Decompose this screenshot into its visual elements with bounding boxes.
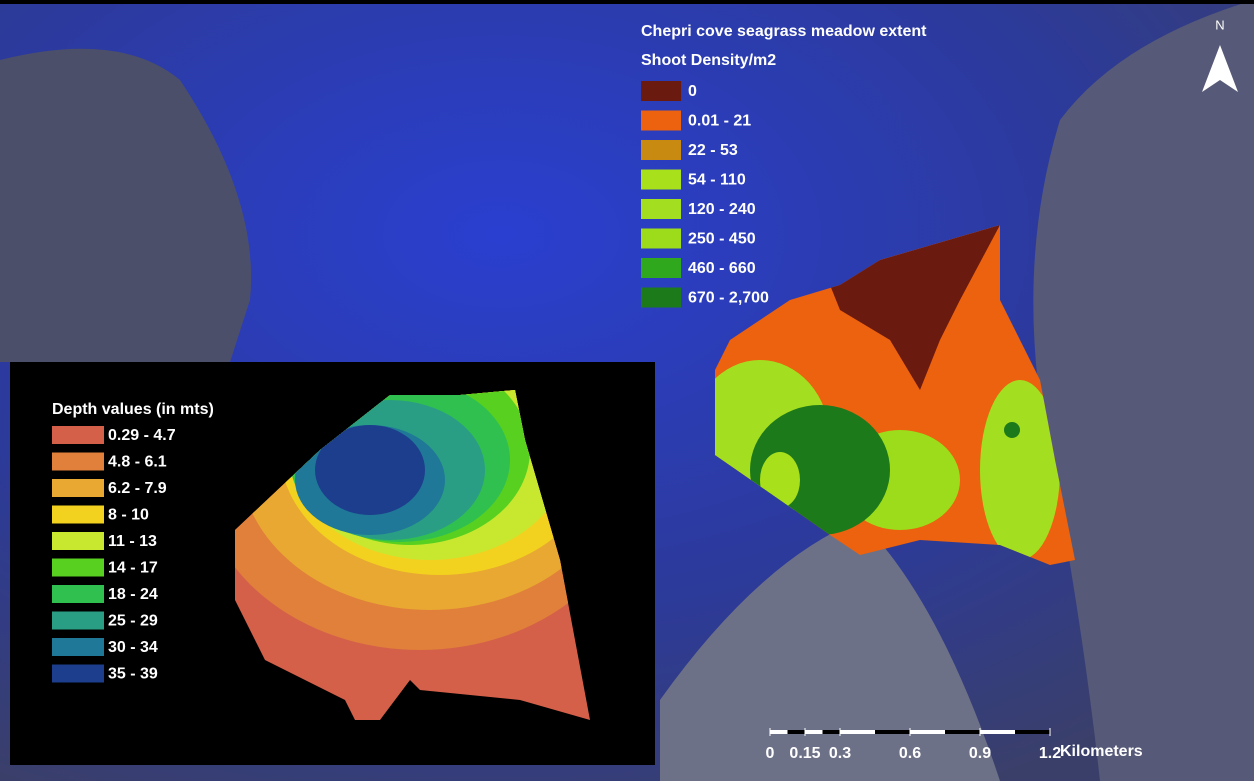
legend-swatch (641, 229, 681, 249)
scale-segment (875, 730, 910, 734)
legend-label: 0.01 - 21 (688, 113, 751, 130)
depth-legend-title: Depth values (in mts) (52, 401, 214, 418)
scale-label: 0.9 (969, 745, 991, 762)
legend-label: 30 - 34 (108, 639, 158, 656)
legend-label: 54 - 110 (688, 172, 746, 189)
scale-segment (980, 730, 1015, 734)
frame (0, 0, 1254, 4)
legend-label: 120 - 240 (688, 201, 756, 218)
legend-swatch (52, 426, 104, 444)
legend-swatch (52, 612, 104, 630)
legend-label: 25 - 29 (108, 613, 158, 630)
scale-segment (770, 730, 788, 734)
scale-label: 0.15 (789, 745, 820, 762)
legend-swatch (52, 479, 104, 497)
legend-swatch (641, 81, 681, 101)
scale-segment (788, 730, 806, 734)
legend-swatch (641, 288, 681, 308)
north-label: N (1215, 17, 1224, 32)
legend-label: 250 - 450 (688, 231, 756, 248)
legend-label: 8 - 10 (108, 507, 149, 524)
scale-segment (840, 730, 875, 734)
legend-swatch (641, 140, 681, 160)
map-title: Chepri cove seagrass meadow extent (641, 23, 927, 40)
legend-swatch (641, 258, 681, 278)
legend-label: 0 (688, 83, 697, 100)
legend-label: 22 - 53 (688, 142, 738, 159)
legend-label: 4.8 - 6.1 (108, 454, 167, 471)
legend-swatch (52, 506, 104, 524)
legend-swatch (641, 170, 681, 190)
legend-swatch (52, 453, 104, 471)
legend-swatch (52, 559, 104, 577)
legend-swatch (641, 199, 681, 219)
legend-label: 14 - 17 (108, 560, 158, 577)
legend-label: 18 - 24 (108, 586, 158, 603)
legend-label: 0.29 - 4.7 (108, 427, 176, 444)
legend-swatch (52, 665, 104, 683)
legend-swatch (52, 585, 104, 603)
legend-label: 35 - 39 (108, 666, 158, 683)
scale-segment (945, 730, 980, 734)
scale-segment (805, 730, 823, 734)
scale-label: 0.3 (829, 745, 851, 762)
scale-label: 0 (766, 745, 775, 762)
legend-swatch (641, 111, 681, 131)
scale-unit: Kilometers (1060, 743, 1143, 760)
legend-label: 6.2 - 7.9 (108, 480, 167, 497)
legend-label: 11 - 13 (108, 533, 157, 550)
legend-label: 670 - 2,700 (688, 290, 769, 307)
scale-label: 1.2 (1039, 745, 1061, 762)
legend-swatch (52, 638, 104, 656)
scale-label: 0.6 (899, 745, 921, 762)
scale-segment (1015, 730, 1050, 734)
scale-segment (823, 730, 841, 734)
legend-label: 460 - 660 (688, 260, 756, 277)
scale-segment (910, 730, 945, 734)
legend-swatch (52, 532, 104, 550)
map: N Chepri cove seagrass meadow extent Sho… (0, 0, 1254, 781)
density-legend-title: Shoot Density/m2 (641, 52, 776, 69)
